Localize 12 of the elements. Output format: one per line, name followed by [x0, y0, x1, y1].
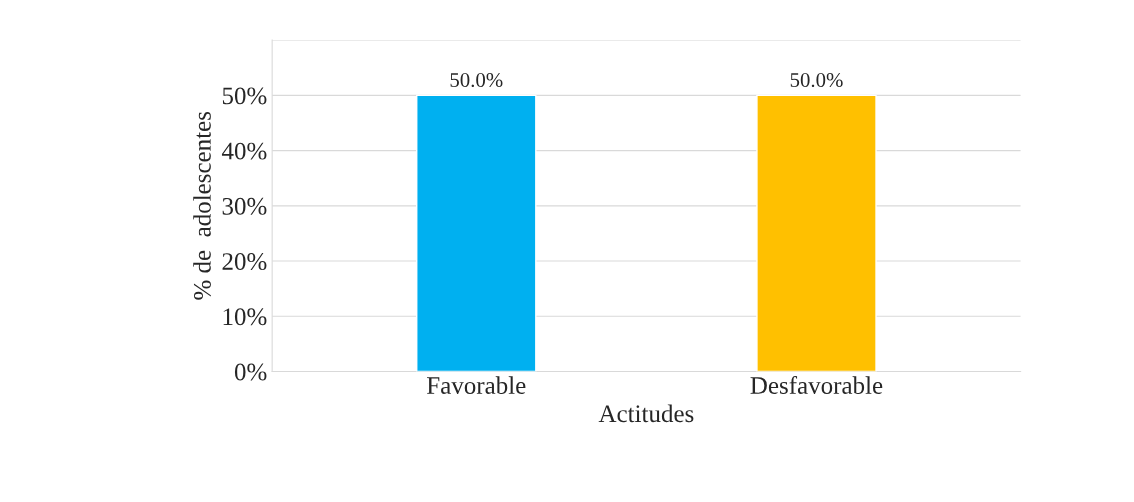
data-label: 50.0%: [790, 72, 843, 88]
x-tick-label: Desfavorable: [750, 376, 883, 394]
y-tick-label: 40%: [221, 142, 267, 160]
x-axis-title: Actitudes: [598, 404, 694, 423]
y-tick-label: 0%: [234, 363, 267, 381]
y-axis-title: % de adolescentes: [193, 111, 211, 300]
y-tick-label: 30%: [222, 197, 267, 215]
x-tick-label: Favorable: [427, 376, 526, 394]
data-label: 50.0%: [450, 72, 503, 88]
y-tick-label: 20%: [222, 253, 267, 271]
y-tick-label: 10%: [223, 308, 267, 326]
y-tick-label: 50%: [222, 87, 267, 105]
